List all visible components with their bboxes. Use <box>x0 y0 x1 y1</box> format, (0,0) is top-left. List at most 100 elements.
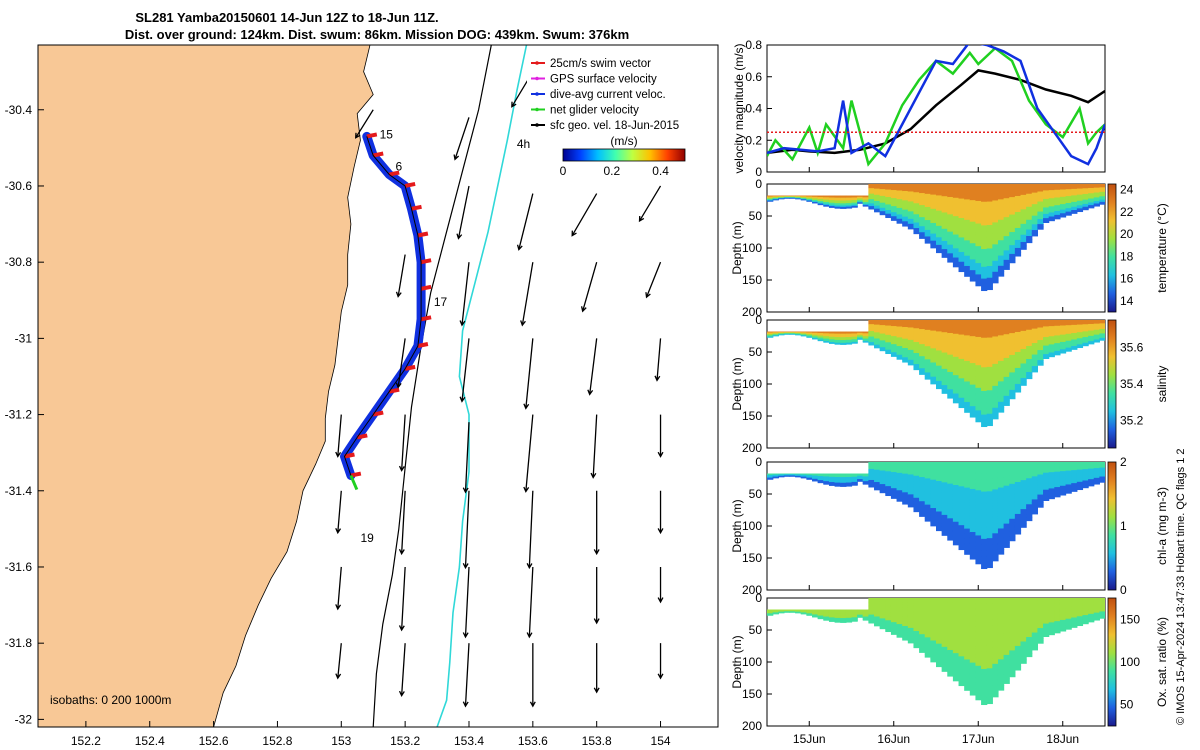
section-cell <box>981 379 988 386</box>
section-cell <box>981 473 988 481</box>
section-ytick-label: 50 <box>749 487 763 501</box>
section-cell <box>1093 470 1100 473</box>
section-cell <box>907 320 915 324</box>
section-cell <box>885 618 892 621</box>
section-cell <box>964 360 971 367</box>
section-cell <box>778 476 785 478</box>
section-cell <box>997 482 1005 489</box>
section-cell <box>1009 197 1016 203</box>
section-cell <box>907 357 915 361</box>
section-ytick-label: 150 <box>742 409 762 423</box>
section-cell <box>975 558 982 565</box>
section-cell <box>936 203 943 208</box>
section-cell <box>1093 472 1100 475</box>
section-cell <box>1071 331 1078 334</box>
section-cell <box>1020 480 1027 485</box>
section-cell <box>913 603 920 607</box>
section-cell <box>1093 475 1100 478</box>
section-cell <box>992 483 999 491</box>
section-cell <box>851 483 858 485</box>
section-cell <box>828 474 836 476</box>
map-ytick-label: -31 <box>15 331 33 345</box>
section-cell <box>1043 474 1050 478</box>
section-cell <box>1099 466 1105 469</box>
section-cell <box>1048 496 1055 500</box>
section-cell <box>964 250 971 257</box>
section-cell <box>1082 602 1089 605</box>
section-cell <box>1031 612 1038 616</box>
section-cell <box>890 344 898 347</box>
section-cell <box>868 207 875 210</box>
section-cell <box>1043 634 1050 637</box>
section-cell <box>1082 192 1089 195</box>
section-cell <box>992 527 999 534</box>
section-cell <box>958 266 965 273</box>
section-cell <box>1048 486 1055 490</box>
section-cell <box>1054 607 1061 611</box>
section-cell <box>1093 204 1100 207</box>
section-cell <box>1059 467 1067 470</box>
section-cell <box>941 360 948 366</box>
section-cell <box>1043 468 1050 472</box>
section-ytick-label: 0 <box>755 313 762 327</box>
section-cell <box>913 486 920 491</box>
section-cell <box>958 530 965 536</box>
map-ytick-label: -32 <box>15 712 33 726</box>
section-cell <box>936 342 943 348</box>
section-cell <box>896 326 903 330</box>
section-cell <box>981 390 988 398</box>
section-cell <box>1031 201 1038 205</box>
section-cell <box>1026 501 1033 505</box>
section-cell <box>890 630 898 633</box>
section-cell <box>1009 650 1016 656</box>
section-cell <box>902 347 909 351</box>
section-cell <box>997 325 1005 331</box>
section-cell <box>958 525 965 531</box>
section-cell <box>1020 245 1027 250</box>
section-cell <box>902 611 909 615</box>
section-cell <box>1088 205 1095 208</box>
section-cell <box>975 665 982 673</box>
section-cell <box>952 379 960 385</box>
section-cell <box>834 484 841 486</box>
section-cell <box>986 283 993 291</box>
section-cell <box>1031 360 1038 364</box>
section-cell <box>1026 643 1033 648</box>
section-cell <box>997 360 1005 367</box>
section-cell <box>919 610 926 614</box>
section-cell <box>924 501 931 506</box>
section-cell <box>952 657 960 663</box>
section-cell <box>930 644 937 649</box>
section-cell <box>1099 197 1105 200</box>
section-cell <box>1082 201 1089 204</box>
map-xtick-label: 152.2 <box>71 734 101 748</box>
section-cell <box>1043 332 1050 336</box>
section-cell <box>1014 375 1022 381</box>
section-cell <box>975 660 982 667</box>
section-cell <box>890 322 898 325</box>
section-cell <box>1009 324 1016 330</box>
section-cell <box>1076 335 1084 338</box>
section-cell <box>1026 365 1033 370</box>
section-cell <box>885 462 892 465</box>
section-cell <box>975 462 982 469</box>
section-cell <box>930 222 937 228</box>
section-cell <box>958 344 965 350</box>
section-cell <box>969 200 977 207</box>
section-cell <box>952 243 960 249</box>
section-cell <box>806 336 813 338</box>
section-cell <box>1031 485 1038 489</box>
section-cell <box>964 184 971 190</box>
section-cell <box>1014 251 1022 257</box>
section-cell <box>828 334 836 337</box>
section-cell <box>1088 616 1095 619</box>
section-cell <box>997 497 1005 504</box>
section-cell <box>1082 599 1089 602</box>
section-cell <box>1054 492 1061 496</box>
section-cell <box>930 651 937 656</box>
section-cell <box>1065 202 1072 206</box>
section-cell <box>907 625 915 629</box>
section-cell <box>828 206 836 208</box>
section-cell <box>1031 467 1038 472</box>
